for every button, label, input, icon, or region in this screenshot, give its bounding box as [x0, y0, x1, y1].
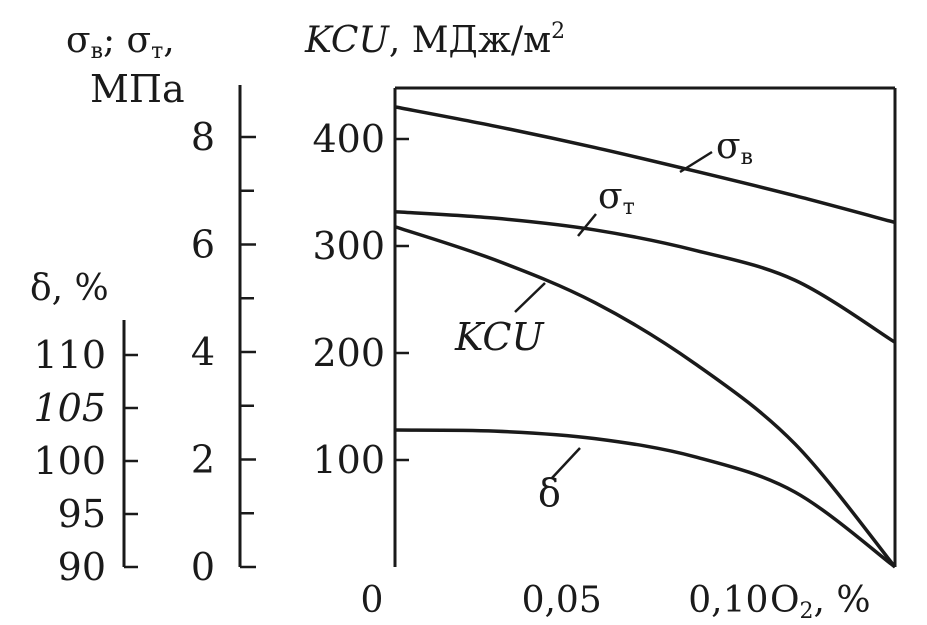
x-tick-label-2: 0,10: [688, 580, 768, 621]
delta-tick-label-3: 105: [33, 386, 106, 430]
series-line-0: [394, 105, 896, 225]
x-axis-title: O2, %: [770, 580, 871, 624]
series-line-1: [394, 210, 896, 344]
series-label-delta: δ: [538, 471, 561, 515]
strength-tick-label-2: 4: [191, 330, 215, 374]
kcu-tick-label-0: 100: [312, 438, 385, 482]
strength-tick-label-0: 0: [191, 545, 215, 589]
delta-axis-title: δ, %: [30, 268, 109, 309]
x-axis: 0 0,05 0,10 O2, %: [361, 580, 871, 624]
series-labels: σв σт KCU δ: [454, 126, 753, 515]
delta-tick-label-0: 90: [58, 545, 106, 589]
series-group: [394, 105, 897, 569]
series-label-kcu: KCU: [454, 315, 545, 359]
leader-sigma-t: [577, 213, 597, 237]
kcu-tick-label-1: 200: [312, 331, 385, 375]
kcu-axis: 100 200 300 400 KCU, МДж/м2: [304, 19, 897, 567]
strength-tick-label-4: 8: [191, 115, 215, 159]
leader-delta: [551, 447, 581, 479]
delta-tick-label-4: 110: [33, 333, 106, 377]
delta-tick-label-2: 100: [33, 439, 106, 483]
strength-tick-label-1: 2: [191, 438, 215, 482]
strength-axis-title: σв; σт,: [66, 20, 175, 64]
strength-tick-label-3: 6: [191, 223, 215, 267]
strength-axis: 0 2 4 6 8 σв; σт, МПа: [66, 20, 256, 589]
series-line-2: [394, 225, 897, 569]
x-tick-label-1: 0,05: [522, 580, 602, 621]
kcu-tick-label-3: 400: [312, 117, 385, 161]
leader-kcu: [514, 282, 546, 313]
series-line-3: [394, 428, 897, 569]
delta-axis: 90 95 100 105 110 δ, %: [30, 268, 138, 589]
series-label-sigma-t: σт: [598, 176, 635, 220]
strength-axis-unit: МПа: [90, 67, 185, 111]
kcu-axis-title: KCU, МДж/м2: [304, 19, 565, 61]
leader-sigma-v: [679, 150, 713, 174]
x-tick-label-0: 0: [361, 580, 384, 621]
kcu-tick-label-2: 300: [312, 224, 385, 268]
delta-tick-label-1: 95: [58, 492, 106, 536]
series-label-sigma-v: σв: [716, 126, 753, 170]
